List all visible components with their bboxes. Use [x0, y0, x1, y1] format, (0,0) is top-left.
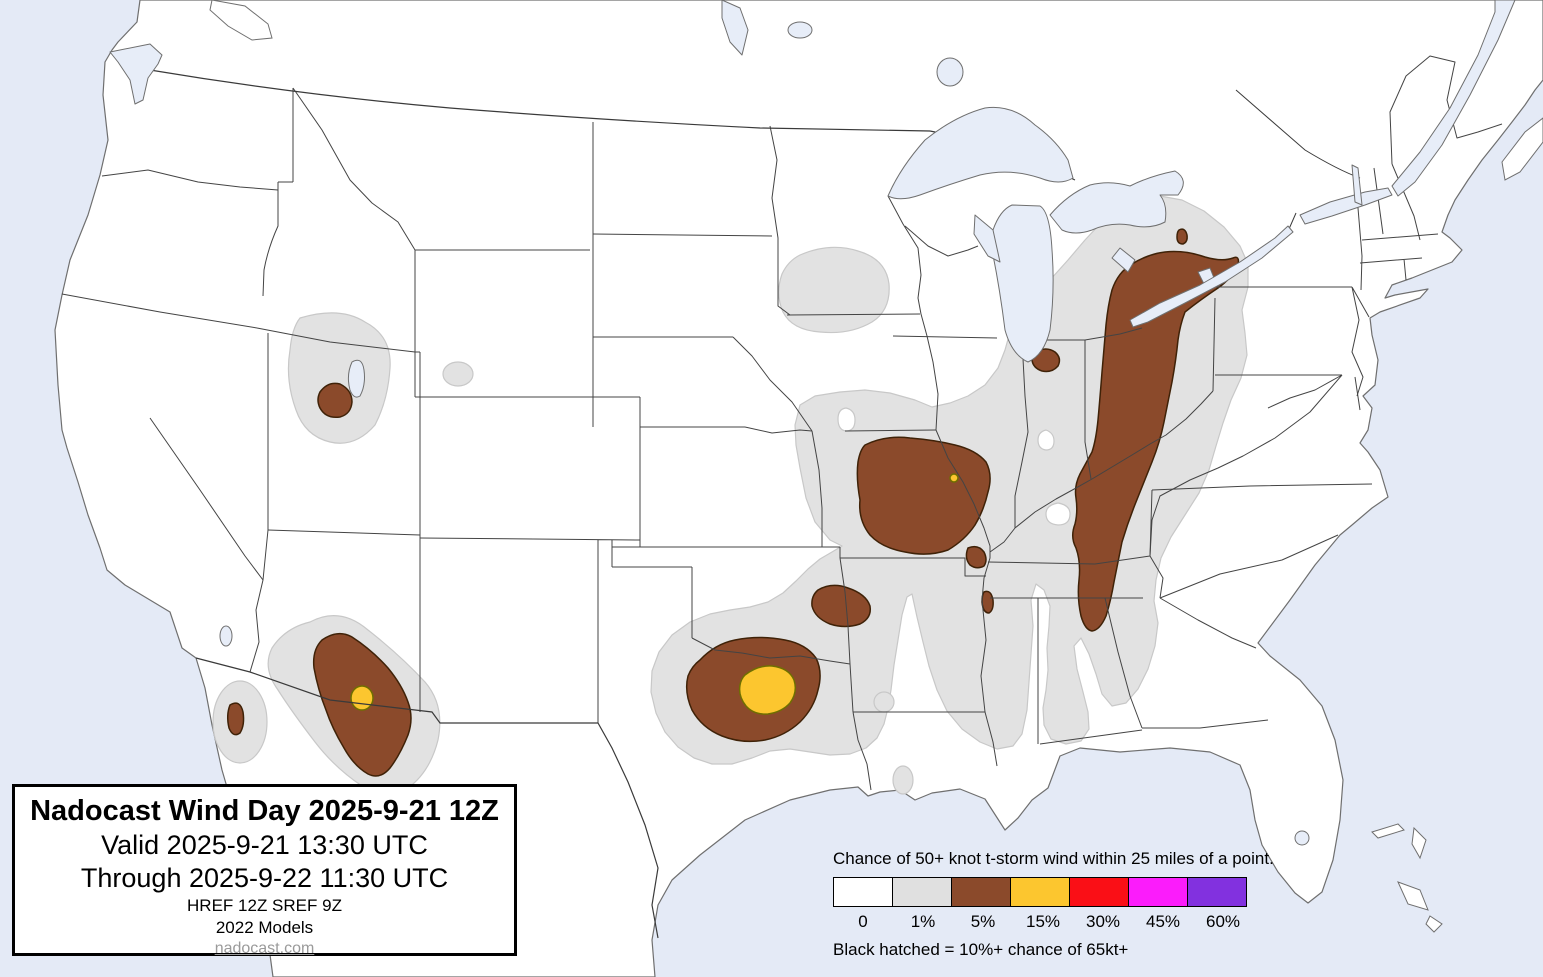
legend-swatch-45%: [1128, 877, 1188, 907]
risk-5pct-arkansas-mississippi: [981, 590, 994, 614]
st-lawrence-river: [1391, 0, 1516, 197]
nova-scotia: [1501, 117, 1543, 181]
legend-label-5%: 5%: [970, 912, 996, 931]
legend-swatch-1%: [892, 877, 952, 907]
legend-label-45%: 45%: [1145, 912, 1181, 931]
lake-of-the-woods: [787, 21, 813, 39]
lake-nipigon: [936, 57, 964, 87]
risk-5pct-northeast-texas: [811, 584, 872, 628]
risk-5pct-utah: [317, 382, 353, 419]
great-salt-lake: [347, 359, 365, 398]
risk-5pct-michigan-thumb: [1176, 228, 1188, 245]
valid-time: Valid 2025-9-21 13:30 UTC: [101, 830, 428, 860]
lake-winnipeg: [721, 0, 749, 56]
risk-15pct-oklahoma-core: [738, 665, 797, 715]
legend-label-0: 0: [858, 912, 868, 931]
legend-swatch-0: [833, 877, 893, 907]
through-time: Through 2025-9-22 11:30 UTC: [80, 863, 449, 893]
lake-michigan: [992, 204, 1054, 363]
lake-okeechobee: [1294, 830, 1310, 846]
risk-1pct-minnesota-wisconsin: [778, 246, 890, 334]
risk-5pct-missouri-bootheel: [965, 545, 987, 569]
risk-15pct-arizona-core: [350, 685, 374, 711]
model-sources: HREF 12Z SREF 9Z: [187, 896, 342, 915]
risk-5pct-baja: [226, 702, 245, 736]
risk-1pct-wyoming-spot: [442, 361, 474, 387]
niagara-river: [1288, 212, 1297, 230]
mexico-border: [195, 657, 659, 939]
bahamas-islands: [1371, 823, 1443, 933]
legend-swatch-30%: [1069, 877, 1129, 907]
puget-sound: [109, 43, 163, 105]
risk-15pct-iowa-dot: [949, 473, 959, 483]
vancouver-island: [209, 0, 273, 41]
saginaw-bay: [1111, 247, 1136, 273]
risk-1pct-utah: [287, 312, 391, 444]
salton-sea: [219, 625, 233, 647]
lake-champlain: [1351, 164, 1363, 206]
lake-erie: [1129, 225, 1294, 328]
legend-footnote: Black hatched = 10%+ chance of 65kt+: [833, 940, 1129, 959]
legend-label-30%: 30%: [1085, 912, 1121, 931]
legend-label-15%: 15%: [1025, 912, 1061, 931]
forecast-title: Nadocast Wind Day 2025-9-21 12Z: [30, 795, 499, 827]
nadocast-site-link[interactable]: nadocast.com: [214, 940, 315, 957]
legend-label-1%: 1%: [910, 912, 936, 931]
risk-areas-15pct: [350, 473, 959, 715]
state-borders: [61, 55, 1503, 791]
risk-1pct-louisiana-spot: [892, 765, 914, 795]
lake-superior: [887, 106, 1074, 200]
legend-swatch-60%: [1187, 877, 1247, 907]
legend-swatch-5%: [951, 877, 1011, 907]
lake-ontario: [1299, 187, 1393, 225]
canada-border: [149, 69, 931, 132]
lakes: [109, 0, 1516, 846]
risk-5pct-iowa-missouri: [856, 436, 991, 555]
ottawa-river: [1235, 89, 1361, 179]
legend-label-60%: 60%: [1205, 912, 1241, 931]
legend-swatches: [833, 877, 1274, 907]
legend-heading: Chance of 50+ knot t-storm wind within 2…: [833, 849, 1274, 868]
title-box: Nadocast Wind Day 2025-9-21 12Z Valid 20…: [12, 784, 517, 957]
legend-swatch-15%: [1010, 877, 1070, 907]
model-year: 2022 Models: [215, 918, 314, 937]
green-bay: [973, 214, 1001, 263]
legend-labels: 0 1% 5% 15% 30% 45% 60%: [833, 912, 1274, 932]
probability-legend: Chance of 50+ knot t-storm wind within 2…: [833, 849, 1274, 960]
risk-1pct-east-texas-spot: [873, 691, 895, 713]
lake-huron: [1049, 170, 1184, 234]
